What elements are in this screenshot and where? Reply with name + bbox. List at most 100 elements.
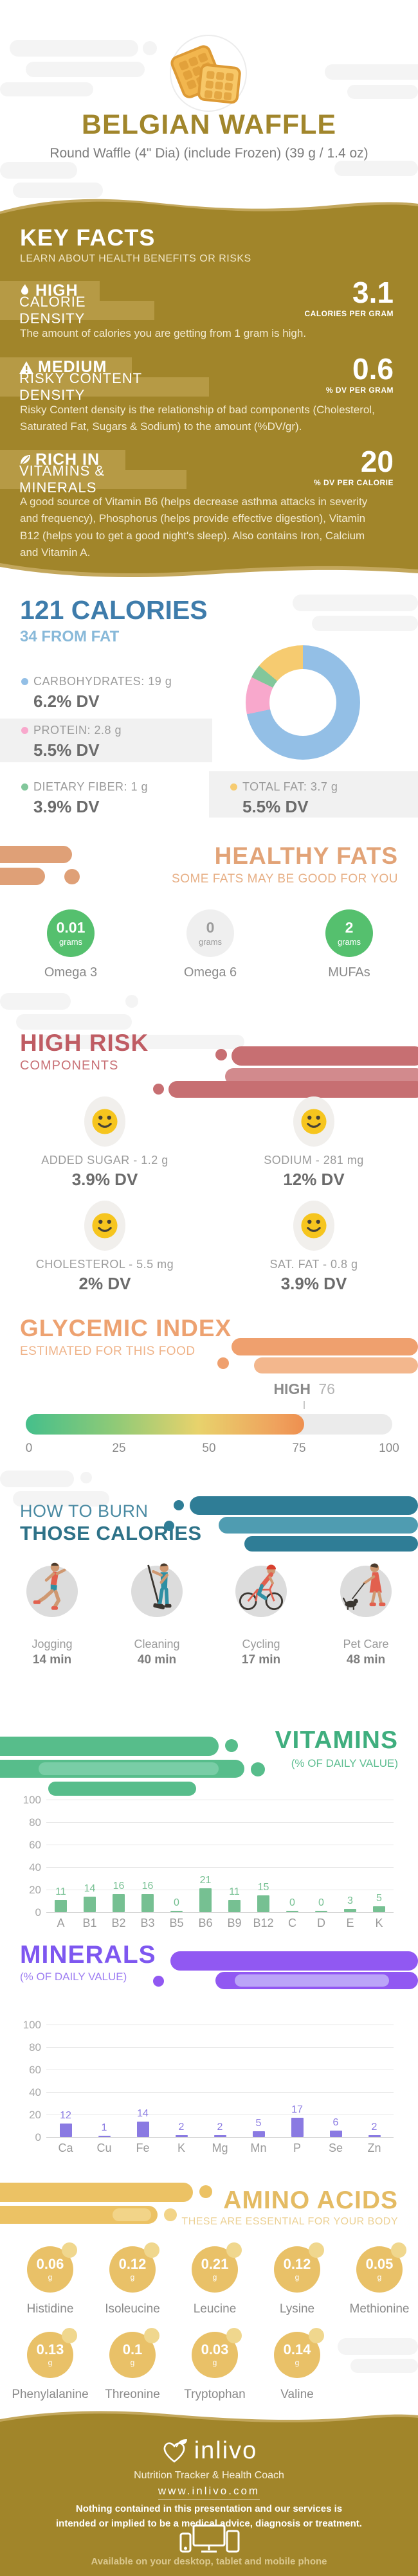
- decorative-blob: [312, 616, 418, 631]
- bar-phosphorus: 17 P: [291, 2104, 304, 2154]
- vitamins-subtitle: (% OF DAILY VALUE): [291, 1757, 398, 1769]
- threonine-circle: 0.1 g: [109, 2328, 159, 2378]
- heart-leaf-logo-icon: [163, 2438, 187, 2463]
- valine-circle: 0.14 g: [274, 2328, 324, 2378]
- bar-selenium: 6 Se: [328, 2116, 343, 2155]
- omega3-circle: 0.01 grams: [47, 906, 100, 957]
- phenylalanine-label: Phenylalanine: [12, 2388, 89, 2401]
- cholesterol-smiley: [84, 1201, 125, 1251]
- leaf-icon: [21, 454, 30, 465]
- burn-title-line2: THOSE CALORIES: [20, 1522, 202, 1544]
- high-risk-subtitle: COMPONENTS: [20, 1059, 119, 1073]
- amino-acids-subtitle: THESE ARE ESSENTIAL FOR YOUR BODY: [181, 2216, 398, 2227]
- protein-row-background: [0, 719, 212, 762]
- brand-name: inlivo: [194, 2437, 258, 2464]
- risky-density-unit: % DV PER GRAM: [325, 386, 394, 395]
- smiley-icon: [301, 1109, 327, 1134]
- total-fat-row-background: [209, 771, 418, 818]
- gi-level-label: HIGH 76: [273, 1381, 335, 1397]
- decorative-blob: [338, 2338, 418, 2355]
- glycemic-gauge: HIGH 76: [26, 1381, 392, 1435]
- threonine-label: Threonine: [105, 2388, 160, 2401]
- bar-vitamin-B2: 16 B2: [111, 1881, 126, 1929]
- bar-vitamin-A: 11 A: [55, 1886, 67, 1929]
- bar-vitamin-B1: 14 B1: [82, 1883, 97, 1930]
- wave-top-gold: [0, 199, 418, 222]
- sodium-smiley: [293, 1096, 334, 1147]
- gi-fill: [26, 1414, 305, 1435]
- pet-care-circle: [340, 1563, 392, 1617]
- cleaning-figure: [147, 1563, 172, 1609]
- devices-icon: [179, 2525, 240, 2553]
- bar-vitamin-B5: 0 B5: [169, 1897, 184, 1929]
- lysine-circle: 0.12 g: [274, 2242, 324, 2293]
- legend-total-fat: TOTAL FAT: 3.7 g 5.5% DV: [230, 780, 338, 817]
- rich-in-description: A good source of Vitamin B6 (helps decre…: [20, 496, 368, 559]
- calories-from-fat: 34 FROM FAT: [20, 628, 120, 645]
- bar-copper: 1 Cu: [96, 2122, 112, 2154]
- burn-title-line1: HOW TO BURN: [20, 1501, 149, 1521]
- bar-vitamin-B3: 16 B3: [140, 1881, 155, 1929]
- flame-icon: [21, 283, 28, 294]
- key-facts-subtitle: LEARN ABOUT HEALTH BENEFITS OR RISKS: [20, 253, 251, 264]
- decorative-blob: [293, 595, 418, 611]
- wave-bottom-gold: [0, 559, 418, 587]
- jogging-time: 14 min: [32, 1653, 72, 1667]
- gi-tick-50: 50: [202, 1442, 216, 1455]
- donut-hole: [269, 669, 336, 736]
- mufas-label: MUFAs: [328, 965, 370, 979]
- cleaning-time: 40 min: [137, 1653, 177, 1667]
- wave-footer: [0, 2411, 418, 2431]
- glycemic-index-title: GLYCEMIC INDEX: [20, 1315, 232, 1341]
- jogging-label: Jogging: [32, 1638, 73, 1650]
- leucine-circle: 0.21 g: [192, 2242, 242, 2293]
- omega6-circle: 0 grams: [186, 906, 239, 957]
- methionine-label: Methionine: [349, 2302, 410, 2316]
- bar-iron: 14 Fe: [136, 2107, 150, 2155]
- sodium-label: SODIUM - 281 mg: [264, 1154, 364, 1167]
- gi-marker: [304, 1401, 305, 1409]
- protein-dot: [21, 727, 28, 734]
- lysine-label: Lysine: [279, 2302, 315, 2316]
- decorative-blob: [350, 2359, 418, 2373]
- tryptophan-label: Tryptophan: [184, 2388, 246, 2401]
- leucine-label: Leucine: [193, 2302, 237, 2316]
- isoleucine-circle: 0.12 g: [109, 2242, 159, 2293]
- smiley-icon: [301, 1213, 327, 1239]
- bar-calcium: 12 Ca: [58, 2110, 73, 2154]
- cycling-figure: [239, 1564, 284, 1611]
- histidine-circle: 0.06 g: [27, 2242, 77, 2293]
- calorie-density-unit: CALORIES PER GRAM: [304, 309, 394, 318]
- minerals-title: MINERALS: [20, 1941, 156, 1969]
- carbs-dot: [21, 678, 28, 685]
- pet-care-figure: [343, 1563, 386, 1610]
- high-risk-title: HIGH RISK: [20, 1030, 149, 1056]
- omega6-label: Omega 6: [183, 965, 237, 979]
- donut-chart: [246, 645, 360, 760]
- calorie-density-value: 3.1: [352, 276, 394, 309]
- rich-in-unit: % DV PER CALORIE: [313, 478, 394, 487]
- legend-carbohydrates: CARBOHYDRATES: 19 g 6.2% DV: [21, 675, 172, 711]
- mufas-circle: 2 grams: [325, 906, 378, 957]
- rich-in-value: 20: [360, 445, 394, 478]
- jogging-circle: [26, 1562, 78, 1617]
- gi-tick-75: 75: [292, 1442, 306, 1455]
- risky-density-value: 0.6: [352, 352, 394, 386]
- sat-fat-label: SAT. FAT - 0.8 g: [269, 1258, 358, 1271]
- key-facts-title: KEY FACTS: [20, 224, 156, 251]
- gi-tick-25: 25: [112, 1442, 126, 1455]
- vitamins-title: VITAMINS: [275, 1726, 398, 1754]
- brand-tagline: Nutrition Tracker & Health Coach: [134, 2470, 284, 2481]
- cleaning-circle: [131, 1563, 183, 1617]
- cycling-label: Cycling: [242, 1638, 280, 1650]
- availability-text: Available on your desktop, tablet and mo…: [91, 2556, 327, 2567]
- website-link[interactable]: www.inlivo.com: [0, 2485, 418, 2500]
- gi-tick-0: 0: [25, 1442, 33, 1455]
- fiber-dot: [21, 783, 28, 791]
- valine-label: Valine: [280, 2388, 314, 2401]
- bar-vitamin-B9: 11 B9: [227, 1886, 242, 1929]
- fact-calorie-density-name: CALORIE DENSITY: [0, 294, 154, 326]
- healthy-fats-subtitle: SOME FATS MAY BE GOOD FOR YOU: [172, 872, 398, 886]
